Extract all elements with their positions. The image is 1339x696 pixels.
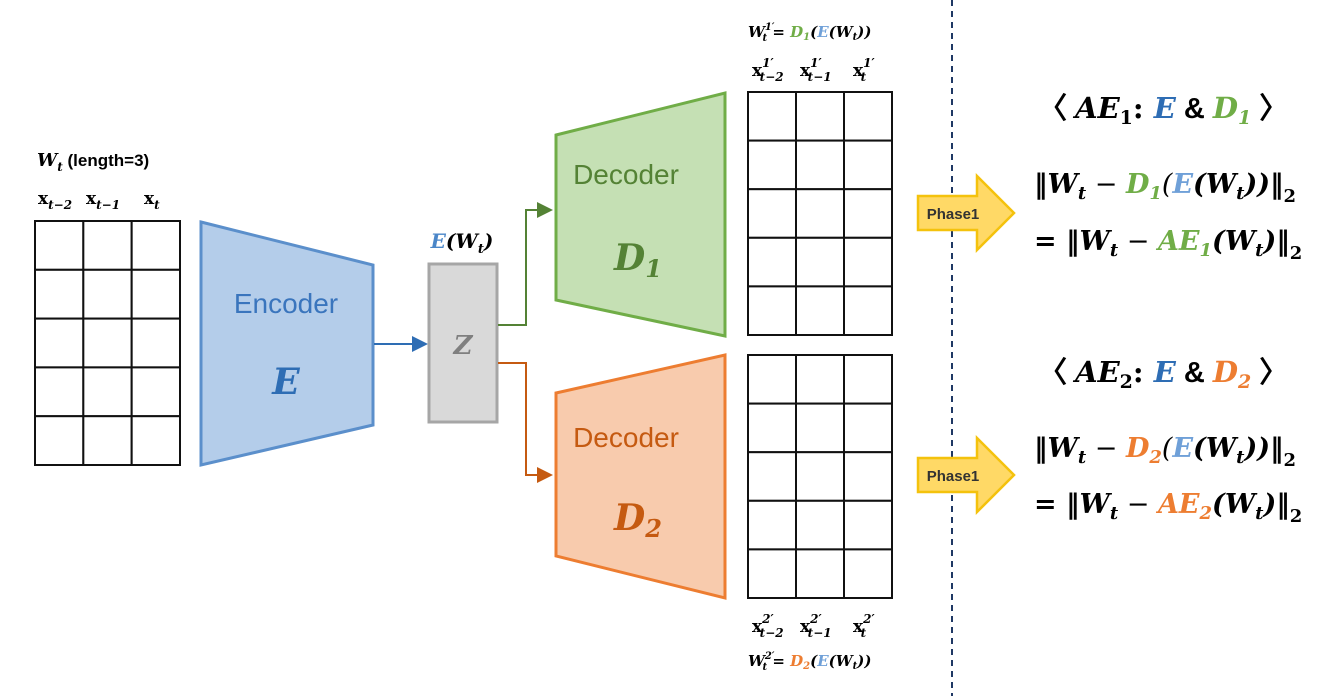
latent-to-decoder1-arrow xyxy=(498,202,553,326)
grid-cell xyxy=(82,268,133,320)
grid-cell xyxy=(747,402,797,454)
grid-cell xyxy=(747,285,797,336)
grid-cell xyxy=(747,354,797,405)
input-title: Wt (length=3) xyxy=(37,150,149,174)
latent-to-decoder2-arrow xyxy=(498,362,553,483)
ae2-loss-line2: = ‖Wt − AE2(Wt)‖2 xyxy=(1034,489,1302,527)
encoder-label: Encoder xyxy=(234,288,338,319)
grid-cell xyxy=(82,415,133,467)
grid-cell xyxy=(843,402,893,454)
output2-column-labels: x2′ t−2 x2′ t−1 x2′ t xyxy=(752,612,875,640)
phase1-arrow-ae1: Phase1 xyxy=(916,172,1016,254)
grid-cell xyxy=(747,139,797,191)
latent-symbol: Z xyxy=(453,331,474,361)
column-label: x1′ t−2 xyxy=(752,56,784,84)
grid-cell xyxy=(795,236,845,288)
grid-cell xyxy=(747,91,797,142)
ae1-header: 〈 AE1: E & D1 〉 xyxy=(1038,91,1288,129)
column-label: xt−2 xyxy=(38,189,72,212)
phase1-arrow-ae2: Phase1 xyxy=(916,434,1016,516)
grid-cell xyxy=(130,268,182,320)
grid-cell xyxy=(34,415,85,467)
input-column-labels: xt−2 xt−1 xt xyxy=(38,189,160,212)
latent-z-block xyxy=(427,262,499,424)
grid-cell xyxy=(843,548,893,600)
decoder2-symbol: D2 xyxy=(613,497,662,543)
decoder1-symbol: D1 xyxy=(613,237,662,283)
grid-cell xyxy=(130,366,182,418)
encoder-block xyxy=(199,220,375,467)
output2-formula: W2′ t = D2(E(Wt)) xyxy=(748,651,871,673)
grid-cell xyxy=(130,415,182,467)
ae1-loss-line1: ‖Wt − D1(E(Wt))‖2 xyxy=(1034,169,1296,207)
ae2-header: 〈 AE2: E & D2 〉 xyxy=(1038,355,1288,393)
grid-cell xyxy=(795,139,845,191)
grid-cell xyxy=(795,548,845,600)
output1-formula: W1′ t = D1(E(Wt)) xyxy=(748,22,871,44)
column-label: x1′ t−1 xyxy=(800,56,832,84)
svg-text:Phase1: Phase1 xyxy=(927,468,980,485)
output1-column-labels: x1′ t−2 x1′ t−1 x1′ t xyxy=(752,56,875,84)
input-window-grid xyxy=(34,220,182,467)
decoder1-block xyxy=(554,91,727,338)
grid-cell xyxy=(843,91,893,142)
grid-cell xyxy=(130,317,182,369)
decoder2-block xyxy=(554,353,727,600)
grid-cell xyxy=(747,499,797,551)
svg-text:Phase1: Phase1 xyxy=(927,206,980,223)
grid-cell xyxy=(747,451,797,502)
output2-grid xyxy=(747,354,893,600)
grid-cell xyxy=(795,91,845,142)
grid-cell xyxy=(795,402,845,454)
encoder-symbol: E xyxy=(271,361,300,403)
grid-cell xyxy=(843,236,893,288)
grid-cell xyxy=(843,139,893,191)
ae1-loss-line2: = ‖Wt − AE1(Wt)‖2 xyxy=(1034,226,1302,264)
column-label: x2′ t xyxy=(853,612,875,640)
grid-cell xyxy=(843,285,893,336)
grid-cell xyxy=(747,548,797,600)
grid-cell xyxy=(747,236,797,288)
grid-cell xyxy=(795,451,845,502)
grid-cell xyxy=(34,366,85,418)
grid-cell xyxy=(795,499,845,551)
grid-cell xyxy=(843,188,893,239)
decoder2-label: Decoder xyxy=(573,422,679,453)
grid-cell xyxy=(34,220,85,271)
column-label: x1′ t xyxy=(853,56,875,84)
grid-cell xyxy=(82,366,133,418)
latent-label: E(Wt) xyxy=(430,229,494,257)
grid-cell xyxy=(82,220,133,271)
grid-cell xyxy=(795,354,845,405)
grid-cell xyxy=(82,317,133,369)
column-label: xt xyxy=(144,189,160,212)
grid-cell xyxy=(843,499,893,551)
decoder1-label: Decoder xyxy=(573,159,679,190)
grid-cell xyxy=(747,188,797,239)
ae2-loss-line1: ‖Wt − D2(E(Wt))‖2 xyxy=(1034,433,1296,471)
grid-cell xyxy=(130,220,182,271)
grid-cell xyxy=(843,451,893,502)
column-label: xt−1 xyxy=(86,189,120,212)
output1-grid xyxy=(747,91,893,336)
grid-cell xyxy=(795,285,845,336)
column-label: x2′ t−2 xyxy=(752,612,784,640)
grid-cell xyxy=(843,354,893,405)
grid-cell xyxy=(795,188,845,239)
grid-cell xyxy=(34,317,85,369)
grid-cell xyxy=(34,268,85,320)
column-label: x2′ t−1 xyxy=(800,612,832,640)
